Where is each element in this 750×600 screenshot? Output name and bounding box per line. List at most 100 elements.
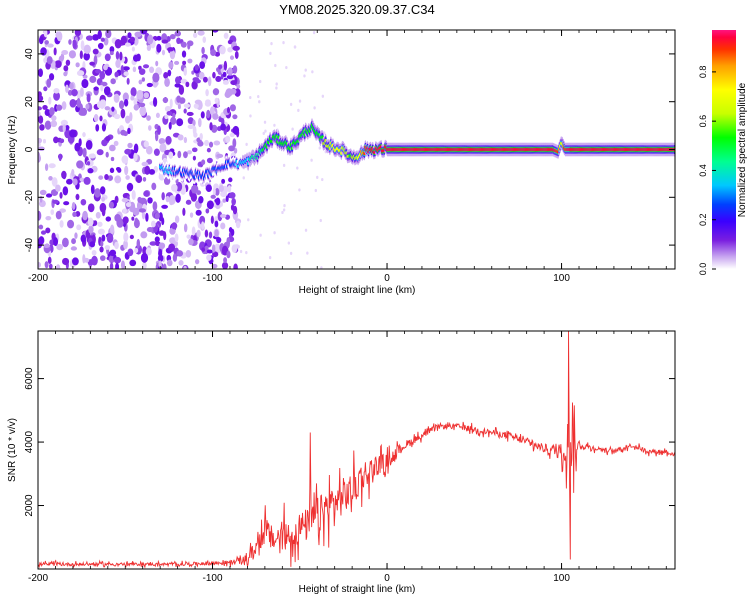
noise-blob [180,78,188,84]
noise-blob [214,220,219,228]
noise-blob [115,59,121,68]
noise-blob [110,156,115,162]
noise-blob [62,257,70,266]
noise-blob [202,76,208,83]
noise-blob [44,109,51,116]
noise-blob [122,66,130,71]
noise-blob [72,211,77,217]
noise-blob [127,142,133,149]
noise-blob [120,108,126,119]
noise-blob [113,140,119,147]
noise-blob [206,200,214,210]
noise-blob [76,224,82,231]
noise-blob [83,44,91,54]
noise-blob [212,113,219,120]
noise-blob [109,262,114,269]
noise-blob [192,32,198,39]
noise-blob [229,55,235,60]
noise-blob [99,186,106,195]
noise-blob [83,176,91,185]
noise-blob [194,99,202,105]
noise-blob [215,204,221,210]
noise-blob [147,34,154,45]
noise-blob [62,124,66,133]
noise-blob [210,215,214,224]
noise-blob [38,224,44,230]
noise-blob [127,32,132,39]
noise-blob [198,117,202,128]
noise-blob [122,92,129,102]
noise-blob [150,220,156,228]
noise-blob [206,157,213,164]
noise-blob [269,51,272,56]
noise-blob [321,177,324,182]
noise-blob [120,129,127,136]
noise-blob [79,87,84,97]
noise-blob [45,227,51,234]
noise-blob [59,192,63,199]
noise-blob [152,201,158,211]
noise-blob [44,163,49,171]
x-tick-label: 0 [384,573,390,584]
noise-blob [53,91,60,101]
noise-blob [94,69,102,74]
noise-blob [133,152,138,162]
noise-blob [61,49,69,55]
noise-blob [146,227,154,233]
noise-blob [43,30,48,38]
noise-blob [311,70,314,74]
noise-blob [231,244,238,253]
noise-blob [172,253,178,262]
noise-blob [175,193,181,203]
noise-blob [153,148,160,156]
noise-blob [214,188,220,196]
y-tick-label: 20 [24,96,35,108]
noise-blob [86,161,91,166]
noise-blob [187,58,193,64]
noise-blob [163,72,169,79]
noise-blob [200,111,205,119]
noise-blob [38,152,41,163]
noise-blob [259,79,262,84]
snr-panel: -200 -100 0 100 2000 4000 6000 Height of stra… [7,330,676,595]
noise-blob [97,42,104,50]
noise-blob [125,175,130,180]
noise-blob [113,256,122,264]
noise-blob [146,44,152,51]
noise-blob [228,177,233,183]
snr-y-label: SNR (10 * v/v) [7,418,18,482]
noise-blob [168,151,174,159]
noise-blob [138,208,147,213]
noise-blob [245,251,248,255]
noise-blob [158,137,166,145]
colorbar-label: Normalized spectral amplitude [737,82,748,217]
noise-blob [63,65,69,72]
noise-blob [206,147,211,153]
noise-blob [232,125,240,135]
noise-blob [67,219,75,229]
noise-blob [89,61,95,66]
noise-blob [55,210,62,220]
noise-blob [162,263,167,269]
noise-blob [56,104,63,111]
noise-blob [49,73,55,81]
noise-blob [171,184,178,192]
noise-blob [65,59,71,66]
noise-blob [53,47,57,56]
noise-blob [157,125,161,135]
noise-blob [101,123,107,132]
noise-blob [75,211,81,217]
noise-blob [124,115,131,124]
noise-blob [192,119,196,127]
noise-blob [212,71,216,79]
noise-blob [71,88,78,97]
noise-blob [210,106,215,115]
noise-blob [206,254,212,261]
noise-blob [60,119,68,127]
noise-blob [126,182,134,192]
noise-blob [187,117,194,125]
noise-blob [38,115,44,124]
noise-blob [228,227,233,233]
noise-blob [223,32,229,39]
noise-blob [93,55,98,66]
